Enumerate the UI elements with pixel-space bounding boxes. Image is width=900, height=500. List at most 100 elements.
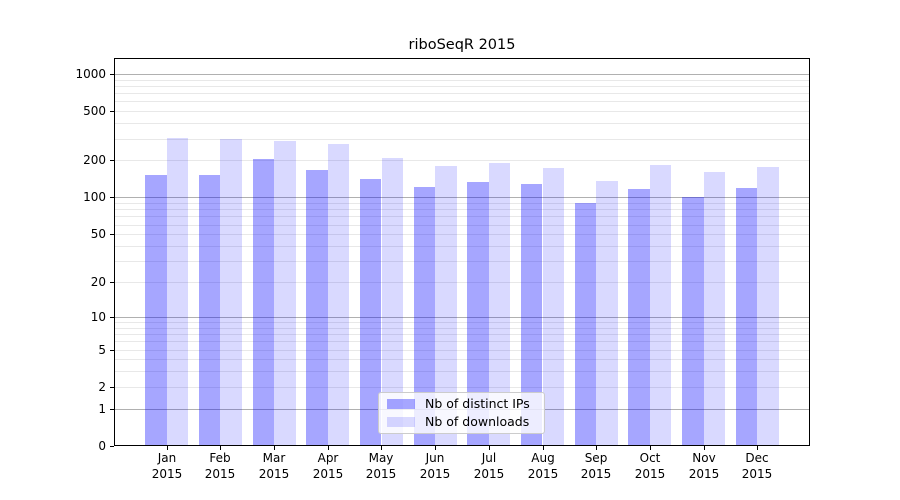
x-tick bbox=[489, 446, 490, 450]
bar-downloads-feb bbox=[220, 139, 242, 446]
legend-item-distinct-ips: Nb of distinct IPs bbox=[387, 397, 544, 411]
gridline-minor bbox=[114, 110, 810, 112]
y-tick-label: 1 bbox=[98, 402, 106, 416]
legend-item-downloads: Nb of downloads bbox=[387, 415, 544, 429]
y-tick bbox=[110, 350, 114, 351]
bar-downloads-nov bbox=[703, 171, 726, 446]
gridline-minor bbox=[114, 92, 810, 94]
gridline-minor bbox=[114, 281, 810, 283]
legend: Nb of distinct IPs Nb of downloads bbox=[378, 392, 545, 434]
bar-distinct-ips-jun bbox=[413, 187, 436, 446]
x-tick bbox=[381, 446, 382, 450]
x-tick bbox=[220, 446, 221, 450]
gridline-minor bbox=[114, 333, 810, 335]
gridline-minor bbox=[114, 159, 810, 161]
bar-distinct-ips-jul bbox=[467, 182, 489, 446]
y-tick-label: 50 bbox=[90, 227, 106, 241]
bar-downloads-aug bbox=[542, 168, 565, 446]
gridline-minor bbox=[114, 370, 810, 372]
bar-distinct-ips-nov bbox=[682, 196, 704, 446]
x-tick-label: Feb 2015 bbox=[204, 451, 236, 481]
x-tick bbox=[596, 446, 597, 450]
gridline-minor bbox=[114, 327, 810, 329]
bar-distinct-ips-oct bbox=[628, 188, 650, 446]
y-tick bbox=[110, 160, 114, 161]
y-tick bbox=[110, 387, 114, 388]
gridline-minor bbox=[114, 202, 810, 204]
bar-downloads-oct bbox=[649, 164, 672, 446]
legend-label: Nb of downloads bbox=[425, 414, 530, 429]
bar-distinct-ips-may bbox=[359, 178, 382, 446]
gridline-major bbox=[114, 316, 810, 318]
x-tick bbox=[704, 446, 705, 450]
y-tick bbox=[110, 446, 114, 447]
y-tick-label: 500 bbox=[83, 104, 106, 118]
y-tick bbox=[110, 74, 114, 75]
y-tick bbox=[110, 111, 114, 112]
x-tick bbox=[543, 446, 544, 450]
bar-downloads-mar bbox=[274, 140, 296, 446]
bar-distinct-ips-jan bbox=[145, 175, 167, 446]
x-tick bbox=[274, 446, 275, 450]
gridline-minor bbox=[114, 321, 810, 323]
x-tick-label: Nov 2015 bbox=[688, 451, 720, 481]
legend-swatch-downloads bbox=[387, 417, 415, 427]
legend-label: Nb of distinct IPs bbox=[425, 396, 530, 411]
bar-distinct-ips-mar bbox=[252, 158, 275, 446]
x-tick-label: Sep 2015 bbox=[580, 451, 612, 481]
bar-downloads-jan bbox=[166, 137, 189, 446]
gridline-minor bbox=[114, 100, 810, 102]
x-tick-label: Apr 2015 bbox=[312, 451, 344, 481]
y-tick-label: 0 bbox=[98, 439, 106, 453]
gridline-minor bbox=[114, 233, 810, 235]
y-tick bbox=[110, 234, 114, 235]
bar-downloads-dec bbox=[757, 166, 779, 446]
gridline-minor bbox=[114, 138, 810, 140]
y-tick-label: 2 bbox=[98, 380, 106, 394]
bar-downloads-sep bbox=[596, 181, 618, 446]
gridline-minor bbox=[114, 386, 810, 388]
x-tick bbox=[757, 446, 758, 450]
gridline-minor bbox=[114, 260, 810, 262]
chart-title: riboSeqR 2015 bbox=[408, 37, 516, 53]
gridline-major bbox=[114, 73, 810, 75]
x-tick-label: Oct 2015 bbox=[634, 451, 666, 481]
legend-swatch-distinct-ips bbox=[387, 399, 415, 409]
gridline-minor bbox=[114, 224, 810, 226]
x-tick bbox=[328, 446, 329, 450]
y-tick-label: 10 bbox=[90, 310, 106, 324]
y-tick bbox=[110, 282, 114, 283]
y-tick-label: 5 bbox=[98, 343, 106, 357]
y-tick-label: 20 bbox=[90, 275, 106, 289]
y-tick-label: 100 bbox=[83, 190, 106, 204]
x-tick bbox=[167, 446, 168, 450]
y-tick bbox=[110, 317, 114, 318]
gridline-minor bbox=[114, 215, 810, 217]
bar-distinct-ips-dec bbox=[735, 187, 758, 446]
x-tick-label: Jul 2015 bbox=[473, 451, 505, 481]
bar-downloads-jul bbox=[488, 162, 511, 446]
gridline-minor bbox=[114, 358, 810, 360]
gridline-major bbox=[114, 196, 810, 198]
gridline-minor bbox=[114, 85, 810, 87]
x-tick-label: Jun 2015 bbox=[419, 451, 451, 481]
bar-distinct-ips-aug bbox=[520, 183, 543, 446]
bar-distinct-ips-apr bbox=[306, 170, 328, 446]
gridline-minor bbox=[114, 245, 810, 247]
x-tick-label: May 2015 bbox=[365, 451, 397, 481]
gridline-minor bbox=[114, 79, 810, 81]
x-tick bbox=[650, 446, 651, 450]
x-tick bbox=[435, 446, 436, 450]
x-tick-label: Dec 2015 bbox=[741, 451, 773, 481]
x-tick-label: Aug 2015 bbox=[527, 451, 559, 481]
x-tick-label: Jan 2015 bbox=[151, 451, 183, 481]
y-tick bbox=[110, 409, 114, 410]
gridline-minor bbox=[114, 349, 810, 351]
y-tick-label: 200 bbox=[83, 153, 106, 167]
gridline-minor bbox=[114, 340, 810, 342]
y-tick-label: 1000 bbox=[75, 67, 106, 81]
gridline-minor bbox=[114, 122, 810, 124]
bar-downloads-apr bbox=[327, 143, 350, 446]
bar-downloads-jun bbox=[435, 165, 457, 446]
